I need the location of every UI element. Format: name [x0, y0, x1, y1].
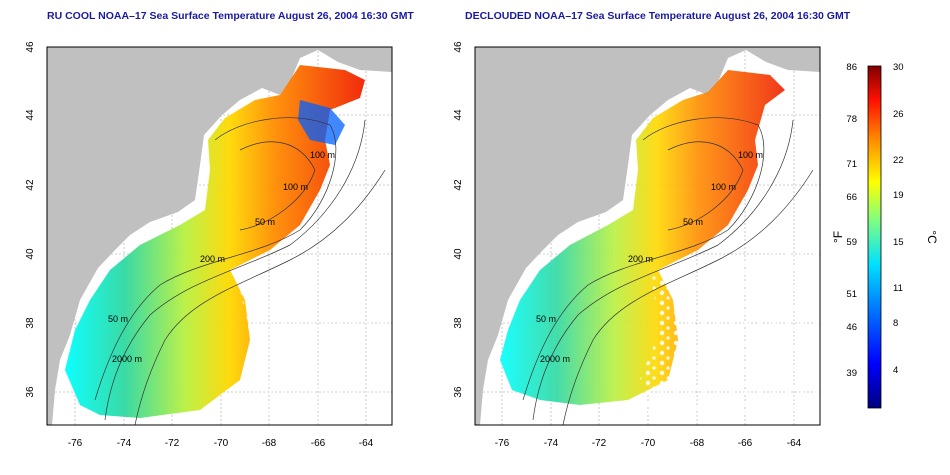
right-y-tick-38: 38: [453, 317, 464, 329]
left-x-tick-2: -74: [117, 438, 132, 449]
right-x-tick-5: -68: [690, 438, 705, 449]
left-map: 100 m 100 m 50 m 200 m 50 m 2000 m -76 -…: [25, 41, 393, 449]
c-tick-22: 22: [893, 155, 904, 166]
left-x-tick-5: -68: [262, 438, 277, 449]
f-tick-71: 71: [846, 159, 857, 170]
left-y-tick-36: 36: [25, 386, 36, 398]
f-tick-78: 78: [846, 114, 857, 125]
right-y-tick-46: 46: [453, 41, 464, 53]
left-contour-label-100m-a: 100 m: [310, 150, 335, 160]
c-tick-8: 8: [893, 318, 898, 329]
right-contour-label-2000m: 2000 m: [540, 354, 570, 364]
right-contour-label-100m-b: 100 m: [711, 182, 736, 192]
left-contour-label-50m-a: 50 m: [255, 217, 275, 227]
left-y-tick-46: 46: [25, 41, 36, 53]
right-sst-field: [500, 70, 785, 405]
f-tick-46: 46: [846, 322, 857, 333]
colorbar-celsius-ticks: 30 26 22 19 15 11 8 4: [893, 62, 904, 376]
left-y-tick-44: 44: [25, 109, 36, 121]
f-tick-59: 59: [846, 237, 857, 248]
f-tick-86: 86: [846, 62, 857, 73]
right-contour-label-50m-b: 50 m: [536, 314, 556, 324]
left-map-title: RU COOL NOAA–17 Sea Surface Temperature …: [47, 10, 414, 22]
c-tick-30: 30: [893, 62, 904, 73]
colorbar-label-f: °F: [831, 231, 845, 243]
right-land: [475, 47, 820, 425]
right-contour-label-50m-a: 50 m: [683, 217, 703, 227]
left-x-tick-1: -76: [68, 438, 83, 449]
left-y-tick-38: 38: [25, 317, 36, 329]
right-y-tick-40: 40: [453, 248, 464, 260]
left-cloud-gaps: [240, 250, 390, 425]
right-x-tick-3: -72: [592, 438, 607, 449]
c-tick-19: 19: [893, 190, 904, 201]
right-bathymetry-contours: [522, 117, 814, 426]
colorbar-fahrenheit-ticks: 86 78 71 66 59 51 46 39: [846, 62, 857, 379]
right-x-tick-6: -66: [738, 438, 753, 449]
left-contour-label-100m-b: 100 m: [283, 182, 308, 192]
right-x-ticks: -76 -74 -72 -70 -68 -66 -64: [495, 438, 802, 449]
left-y-tick-40: 40: [25, 248, 36, 260]
right-y-ticks: 36 38 40 42 44 46: [453, 41, 464, 398]
left-contour-labels: 100 m 100 m 50 m 200 m 50 m 2000 m: [108, 150, 335, 364]
right-y-tick-44: 44: [453, 109, 464, 121]
right-missing-data: [640, 250, 818, 425]
right-contour-labels: 100 m 100 m 50 m 200 m 50 m 2000 m: [536, 150, 763, 364]
right-contour-label-200m: 200 m: [628, 254, 653, 264]
c-tick-26: 26: [893, 109, 904, 120]
left-x-tick-3: -72: [165, 438, 180, 449]
c-tick-15: 15: [893, 237, 904, 248]
left-contour-label-50m-b: 50 m: [108, 314, 128, 324]
right-y-tick-42: 42: [453, 179, 464, 191]
right-x-tick-2: -74: [544, 438, 559, 449]
c-tick-11: 11: [893, 283, 903, 294]
left-contour-label-2000m: 2000 m: [112, 354, 142, 364]
left-y-ticks: 36 38 40 42 44 46: [25, 41, 36, 398]
f-tick-66: 66: [846, 192, 857, 203]
right-map-frame: [474, 46, 821, 426]
right-map: 100 m 100 m 50 m 200 m 50 m 2000 m -76 -…: [453, 41, 821, 449]
left-x-ticks: -76 -74 -72 -70 -68 -66 -64: [68, 438, 374, 449]
left-x-tick-7: -64: [359, 438, 374, 449]
left-sst-field: [65, 65, 365, 418]
colorbar-ramp: [867, 65, 882, 409]
right-y-tick-36: 36: [453, 386, 464, 398]
right-contour-label-100m-a: 100 m: [738, 150, 763, 160]
c-tick-4: 4: [893, 365, 898, 376]
right-x-tick-1: -76: [495, 438, 510, 449]
left-x-tick-4: -70: [214, 438, 229, 449]
left-y-tick-42: 42: [25, 179, 36, 191]
left-bathymetry-contours: [94, 117, 386, 426]
colorbar: 86 78 71 66 59 51 46 39 30 26 22 19 15 1…: [831, 62, 939, 409]
colorbar-label-c: °C: [925, 230, 939, 244]
right-x-tick-4: -70: [641, 438, 656, 449]
right-map-title: DECLOUDED NOAA–17 Sea Surface Temperatur…: [465, 10, 851, 22]
f-tick-51: 51: [846, 289, 857, 300]
right-x-tick-7: -64: [787, 438, 802, 449]
left-x-tick-6: -66: [311, 438, 326, 449]
left-land: [47, 47, 392, 425]
left-map-frame: [46, 46, 393, 426]
f-tick-39: 39: [846, 368, 857, 379]
left-contour-label-200m: 200 m: [200, 254, 225, 264]
